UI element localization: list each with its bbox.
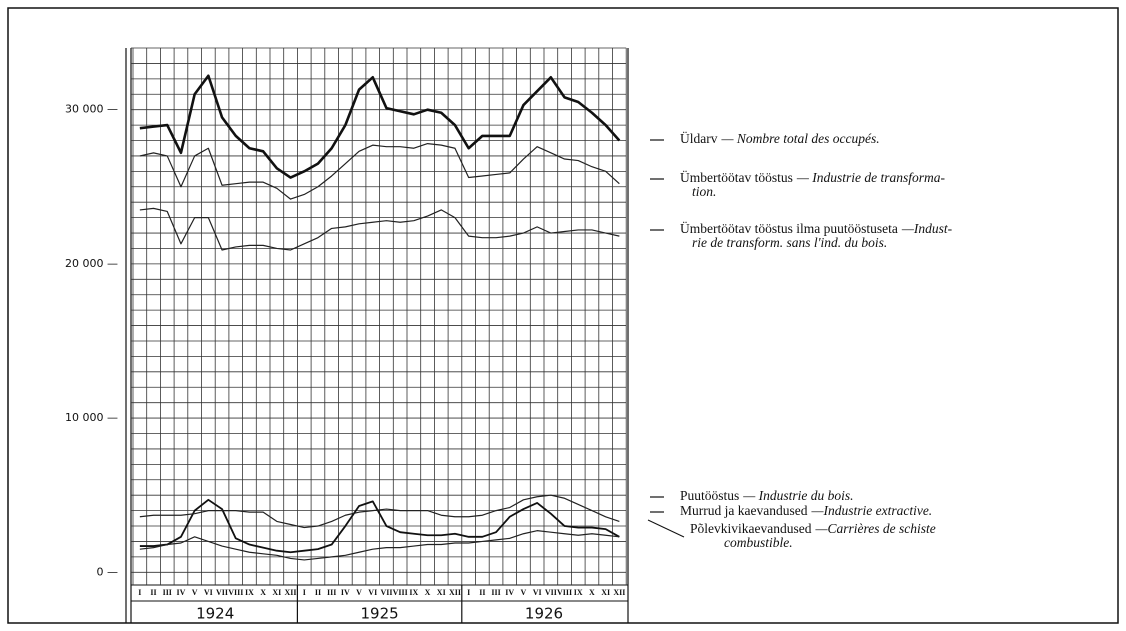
legend-leader bbox=[647, 519, 685, 538]
x-tick-label: I bbox=[303, 588, 306, 597]
legend-description: tion. bbox=[692, 184, 716, 199]
x-tick-label: III bbox=[327, 588, 336, 597]
x-tick-label: II bbox=[315, 588, 321, 597]
x-tick-label: III bbox=[491, 588, 500, 597]
x-tick-label: VIII bbox=[228, 588, 243, 597]
series-line bbox=[139, 498, 620, 554]
series-line bbox=[139, 530, 620, 561]
x-tick-label: IV bbox=[505, 588, 514, 597]
x-tick-label: XI bbox=[437, 588, 446, 597]
legend-label: Murrud ja kaevandused bbox=[680, 503, 808, 518]
x-tick-label: V bbox=[356, 588, 362, 597]
year-label: 1926 bbox=[525, 605, 563, 623]
series-line bbox=[139, 207, 620, 251]
legend-description: —Industrie extractive. bbox=[810, 503, 932, 518]
legend-label: Ümbertöötav tööstus ilma puutööstuseta bbox=[680, 221, 898, 236]
x-tick-label: IX bbox=[245, 588, 254, 597]
x-tick-label: IV bbox=[177, 588, 186, 597]
legend-description: —Carrières de schiste bbox=[814, 521, 935, 536]
year-label: 1924 bbox=[196, 605, 234, 623]
x-tick-label: I bbox=[138, 588, 141, 597]
x-tick-label: I bbox=[467, 588, 470, 597]
x-tick-label: II bbox=[150, 588, 156, 597]
x-tick-label: III bbox=[163, 588, 172, 597]
series-line bbox=[139, 494, 620, 529]
x-tick-label: IV bbox=[341, 588, 350, 597]
legend-description: — Nombre total des occupés. bbox=[721, 131, 880, 146]
legend-description: —Indust- bbox=[901, 221, 953, 236]
legend-description: — Industrie de transforma- bbox=[796, 170, 946, 185]
legend-label: Põlevkivikaevandused bbox=[690, 521, 812, 536]
x-tick-label: XII bbox=[285, 588, 297, 597]
x-tick-label: XII bbox=[449, 588, 461, 597]
x-tick-label: X bbox=[425, 588, 431, 597]
y-tick-label: 0 — bbox=[97, 565, 119, 578]
frame bbox=[7, 7, 1119, 624]
series-line bbox=[139, 143, 620, 200]
x-tick-label: IX bbox=[574, 588, 583, 597]
y-tick-label: 30 000 — bbox=[65, 103, 118, 116]
series-line bbox=[139, 74, 621, 179]
x-tick-label: VI bbox=[533, 588, 542, 597]
x-tick-label: XI bbox=[601, 588, 610, 597]
x-tick-label: V bbox=[192, 588, 198, 597]
x-tick-label: VII bbox=[216, 588, 228, 597]
y-tick-label: 20 000 — bbox=[65, 257, 118, 270]
x-tick-label: V bbox=[521, 588, 527, 597]
x-tick-label: VII bbox=[545, 588, 557, 597]
x-tick-label: X bbox=[589, 588, 595, 597]
y-tick-label: 10 000 — bbox=[65, 411, 118, 424]
x-tick-label: XI bbox=[272, 588, 281, 597]
legend-description: — Industrie du bois. bbox=[742, 488, 853, 503]
legend-label: Üldarv bbox=[680, 131, 718, 146]
x-tick-label: VI bbox=[204, 588, 213, 597]
legend-label: Puutööstus bbox=[680, 488, 739, 503]
x-tick-label: VII bbox=[380, 588, 392, 597]
legend-description: combustible. bbox=[724, 535, 793, 550]
x-tick-label: VIII bbox=[393, 588, 408, 597]
x-tick-label: VIII bbox=[557, 588, 572, 597]
x-tick-label: II bbox=[479, 588, 485, 597]
legend-label: Ümbertöötav tööstus bbox=[680, 170, 793, 185]
x-tick-label: VI bbox=[368, 588, 377, 597]
x-tick-label: XII bbox=[613, 588, 625, 597]
legend-description: rie de transform. sans l'ind. du bois. bbox=[692, 235, 887, 250]
x-tick-label: X bbox=[260, 588, 266, 597]
x-tick-label: IX bbox=[409, 588, 418, 597]
year-label: 1925 bbox=[361, 605, 399, 623]
